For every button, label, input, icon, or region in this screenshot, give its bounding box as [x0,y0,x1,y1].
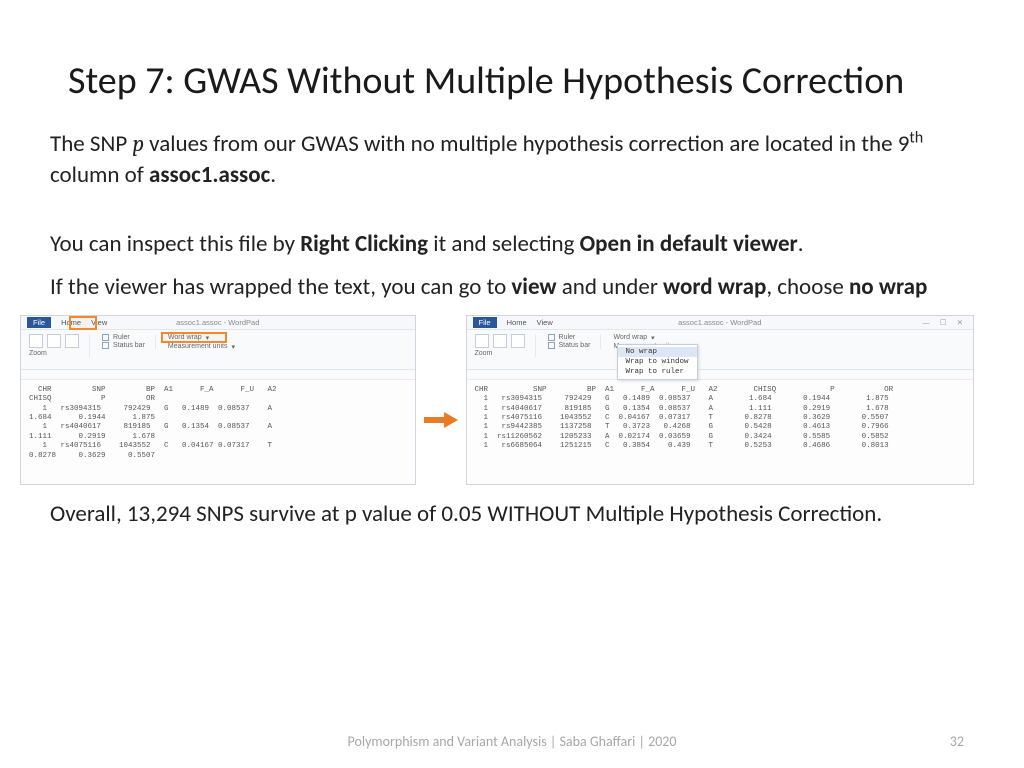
ruler-checkbox[interactable] [548,334,555,341]
ruler-label: Ruler [559,334,576,341]
dropdown-ruler[interactable]: Wrap to ruler [618,367,697,377]
p2-ov: Open in default viewer [580,230,798,258]
p1-a: The SNP [50,130,132,158]
p-symbol: p [132,130,144,157]
tab-file[interactable]: File [473,317,497,328]
statusbar-checkbox[interactable] [102,342,109,349]
slide-title: Step 7: GWAS Without Multiple Hypothesis… [68,60,974,104]
p3-b: and under [557,273,664,301]
paragraph-1: The SNP p values from our GWAS with no m… [50,128,974,191]
sum-p: p [345,500,357,528]
highlight-wordwrap [161,332,227,343]
zoom-label: Zoom [475,350,493,357]
statusbar-label: Status bar [559,342,591,349]
window-title-left: assoc1.assoc - WordPad [176,318,259,327]
dropdown-nowrap[interactable]: No wrap [618,347,697,357]
dropdown-window[interactable]: Wrap to window [618,357,697,367]
p3-nw: no wrap [849,273,927,301]
paragraph-2: You can inspect this file by Right Click… [50,229,974,260]
p1-d: . [270,161,276,189]
ruler-checkbox[interactable] [102,334,109,341]
highlight-view-tab [69,316,97,330]
wordwrap-dropdown[interactable]: No wrap Wrap to window Wrap to ruler [617,344,698,380]
p2-c: . [798,230,804,258]
p1-th: th [909,128,923,147]
wordwrap-label[interactable]: Word wrap [613,334,647,341]
p1-file: assoc1.assoc [149,161,270,189]
tab-home[interactable]: Home [507,318,527,327]
chevron-down-icon[interactable]: ▾ [231,343,235,351]
zoom-100-icon[interactable] [511,334,525,348]
summary-text: Overall, 13,294 SNPS survive at p value … [50,499,974,530]
statusbar-label: Status bar [113,342,145,349]
paragraph-3: If the viewer has wrapped the text, you … [50,272,974,303]
ruler-label: Ruler [113,334,130,341]
zoom-out-icon[interactable] [47,334,61,348]
screenshot-wrapped: File Home View assoc1.assoc - WordPad Zo… [20,315,416,485]
sum-a: Overall, 13,294 SNPS survive at [50,500,345,528]
p3-view: view [511,273,556,301]
p2-a: You can inspect this file by [50,230,300,258]
zoom-out-icon[interactable] [493,334,507,348]
window-controls[interactable]: — ☐ ✕ [922,318,967,327]
tab-view[interactable]: View [537,318,553,327]
p1-b: values from our GWAS with no multiple hy… [144,130,909,158]
screenshot-nowrap: File Home View assoc1.assoc - WordPad — … [466,315,974,485]
sum-b: value of 0.05 WITHOUT Multiple Hypothesi… [357,500,882,528]
ruler-right [467,370,973,380]
chevron-down-icon[interactable]: ▾ [651,334,655,342]
p3-a: If the viewer has wrapped the text, you … [50,273,511,301]
tab-file[interactable]: File [27,317,51,328]
statusbar-checkbox[interactable] [548,342,555,349]
zoom-100-icon[interactable] [65,334,79,348]
p2-rc: Right Clicking [300,230,428,258]
zoom-label: Zoom [29,350,47,357]
p2-b: it and selecting [428,230,580,258]
screenshots-row: File Home View assoc1.assoc - WordPad Zo… [20,315,974,485]
page-number: 32 [950,733,964,750]
data-wrapped: CHR SNP BP A1 F_A F_U A2 CHISQ P OR 1 rs… [21,380,415,467]
p1-c: column of [50,161,149,189]
titlebar-right: File Home View assoc1.assoc - WordPad — … [467,316,973,330]
zoom-in-icon[interactable] [29,334,43,348]
footer-text: Polymorphism and Variant Analysis | Saba… [0,733,1024,750]
data-nowrap: CHR SNP BP A1 F_A F_U A2 CHISQ P OR 1 rs… [467,380,973,458]
ribbon-right: Zoom Ruler Status bar Word wrap▾ Measure… [467,330,973,370]
zoom-in-icon[interactable] [475,334,489,348]
p3-ww: word wrap [663,273,766,301]
ruler-left [21,370,415,380]
arrow-icon [424,410,458,430]
measure-label[interactable]: Measurement units [168,343,228,350]
window-title-right: assoc1.assoc - WordPad [678,318,761,327]
p3-c: , choose [766,273,849,301]
